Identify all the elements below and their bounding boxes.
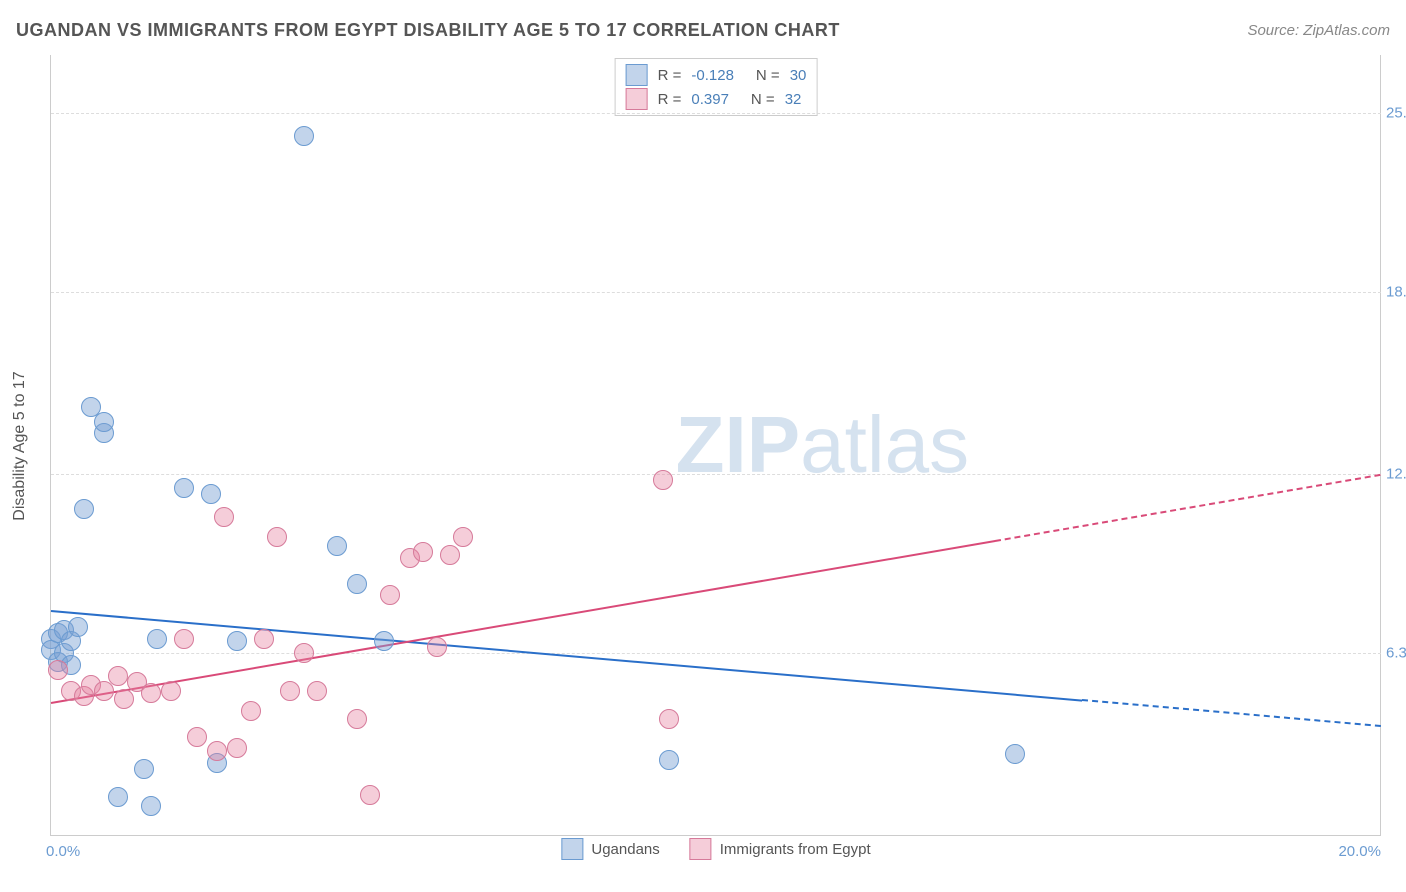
scatter-point bbox=[94, 412, 114, 432]
trend-line bbox=[995, 474, 1381, 542]
scatter-point bbox=[68, 617, 88, 637]
scatter-point bbox=[280, 681, 300, 701]
legend-r-value: -0.128 bbox=[691, 67, 734, 84]
trend-line bbox=[1082, 699, 1381, 727]
y-tick-label: 25.0% bbox=[1386, 104, 1406, 121]
scatter-point bbox=[141, 683, 161, 703]
legend-r-label: R = bbox=[658, 91, 682, 108]
scatter-point bbox=[427, 637, 447, 657]
scatter-point bbox=[659, 709, 679, 729]
scatter-point bbox=[174, 478, 194, 498]
scatter-point bbox=[161, 681, 181, 701]
scatter-point bbox=[267, 527, 287, 547]
scatter-point bbox=[380, 585, 400, 605]
scatter-point bbox=[347, 574, 367, 594]
legend-bottom-item: Immigrants from Egypt bbox=[690, 838, 871, 860]
scatter-point bbox=[201, 484, 221, 504]
scatter-point bbox=[207, 741, 227, 761]
scatter-point bbox=[347, 709, 367, 729]
legend-r-label: R = bbox=[658, 67, 682, 84]
scatter-point bbox=[374, 631, 394, 651]
legend-bottom-label: Immigrants from Egypt bbox=[720, 841, 871, 858]
scatter-point bbox=[227, 738, 247, 758]
scatter-point bbox=[147, 629, 167, 649]
scatter-point bbox=[114, 689, 134, 709]
grid-line bbox=[51, 292, 1381, 293]
scatter-point bbox=[254, 629, 274, 649]
scatter-point bbox=[48, 660, 68, 680]
scatter-point bbox=[440, 545, 460, 565]
scatter-point bbox=[1005, 744, 1025, 764]
legend-bottom: Ugandans Immigrants from Egypt bbox=[561, 838, 870, 860]
scatter-point bbox=[294, 643, 314, 663]
legend-n-label: N = bbox=[756, 67, 780, 84]
scatter-point bbox=[141, 796, 161, 816]
scatter-point bbox=[307, 681, 327, 701]
scatter-point bbox=[413, 542, 433, 562]
legend-swatch bbox=[626, 64, 648, 86]
scatter-point bbox=[227, 631, 247, 651]
legend-top: R = -0.128 N = 30 R = 0.397 N = 32 bbox=[615, 58, 818, 116]
legend-n-value: 32 bbox=[785, 91, 802, 108]
scatter-point bbox=[187, 727, 207, 747]
watermark: ZIPatlas bbox=[676, 399, 969, 491]
grid-line bbox=[51, 653, 1381, 654]
legend-n-label: N = bbox=[751, 91, 775, 108]
x-tick-label: 20.0% bbox=[1338, 843, 1381, 860]
scatter-point bbox=[653, 470, 673, 490]
plot-area: ZIPatlas R = -0.128 N = 30 R = 0.397 N = 32… bbox=[50, 55, 1381, 836]
chart-source: Source: ZipAtlas.com bbox=[1247, 22, 1390, 39]
scatter-point bbox=[241, 701, 261, 721]
right-border bbox=[1380, 55, 1381, 835]
legend-top-row: R = -0.128 N = 30 bbox=[626, 63, 807, 87]
legend-swatch bbox=[690, 838, 712, 860]
legend-bottom-item: Ugandans bbox=[561, 838, 659, 860]
scatter-point bbox=[174, 629, 194, 649]
y-axis-title: Disability Age 5 to 17 bbox=[11, 371, 29, 520]
y-tick-label: 12.5% bbox=[1386, 465, 1406, 482]
scatter-point bbox=[108, 666, 128, 686]
legend-bottom-label: Ugandans bbox=[591, 841, 659, 858]
legend-swatch bbox=[561, 838, 583, 860]
scatter-point bbox=[659, 750, 679, 770]
scatter-point bbox=[327, 536, 347, 556]
scatter-point bbox=[74, 499, 94, 519]
legend-top-row: R = 0.397 N = 32 bbox=[626, 87, 807, 111]
y-tick-label: 18.8% bbox=[1386, 283, 1406, 300]
scatter-point bbox=[294, 126, 314, 146]
legend-swatch bbox=[626, 88, 648, 110]
legend-n-value: 30 bbox=[790, 67, 807, 84]
scatter-point bbox=[214, 507, 234, 527]
y-tick-label: 6.3% bbox=[1386, 645, 1406, 662]
scatter-point bbox=[108, 787, 128, 807]
grid-line bbox=[51, 474, 1381, 475]
x-tick-label: 0.0% bbox=[46, 843, 80, 860]
scatter-point bbox=[453, 527, 473, 547]
chart-title: UGANDAN VS IMMIGRANTS FROM EGYPT DISABIL… bbox=[16, 20, 840, 41]
scatter-point bbox=[134, 759, 154, 779]
grid-line bbox=[51, 113, 1381, 114]
legend-r-value: 0.397 bbox=[691, 91, 729, 108]
trend-line bbox=[51, 610, 1082, 702]
scatter-point bbox=[360, 785, 380, 805]
